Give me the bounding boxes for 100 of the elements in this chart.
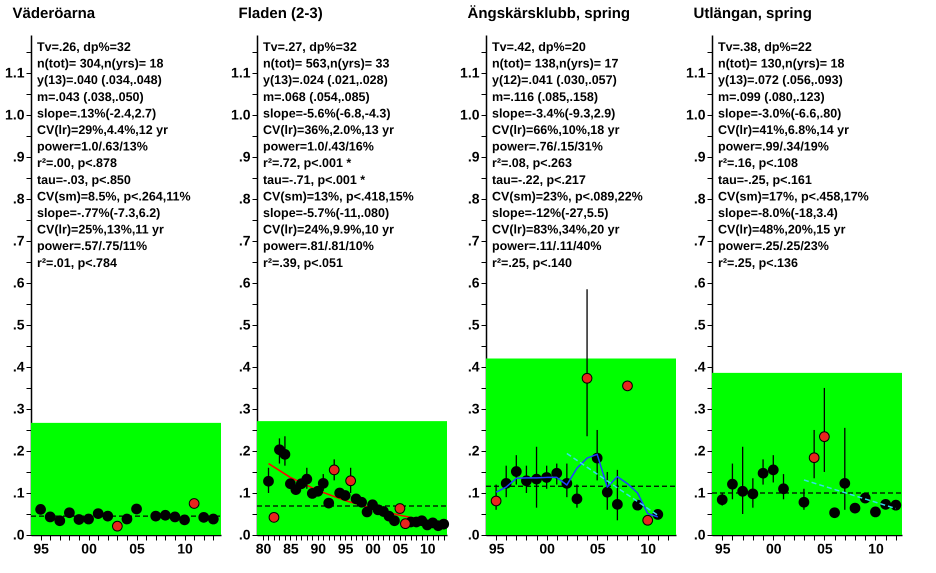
annotation: power=1.0/.63/13% (37, 140, 148, 154)
point (122, 514, 132, 524)
y-tick-label: .2 (238, 442, 251, 458)
y-tick-label: 1.0 (231, 106, 251, 122)
point (131, 504, 142, 514)
point (642, 514, 654, 526)
annotation: slope=-3.4%(-9.3,2.9) (492, 106, 616, 120)
point (208, 514, 219, 524)
x-tick-label: 10 (640, 540, 656, 556)
annotation: Tv=.26, dp%=32 (37, 40, 131, 54)
annotation: n(tot)= 130,n(yrs)= 18 (718, 56, 844, 71)
point (188, 498, 200, 509)
x-tick-label: 85 (283, 540, 299, 556)
point (112, 520, 123, 532)
point (179, 514, 190, 526)
x-tick-label: 00 (539, 540, 556, 556)
annotation: Tv=.42, dp%=20 (492, 40, 586, 54)
annotation: slope=-.77%(-7.3,6.2) (37, 206, 160, 220)
annotation: m=.068 (.054,.085) (263, 90, 370, 104)
point (438, 518, 450, 530)
y-tick-label: .1 (468, 484, 480, 500)
point (263, 476, 274, 487)
y-tick-label: .9 (468, 148, 480, 164)
y-tick-label: 1.0 (5, 106, 25, 122)
point (44, 512, 56, 522)
y-tick-label: .5 (694, 316, 706, 332)
annotation: m=.043 (.038,.050) (37, 90, 144, 104)
point (328, 464, 340, 476)
point (818, 431, 830, 442)
annotation: y(12)=.041 (.030,.057) (492, 73, 617, 88)
point (602, 486, 613, 498)
point (839, 478, 850, 489)
annotation: r²=.39, p<.051 (263, 256, 343, 270)
annotation: y(13)=.040 (.034,.048) (37, 73, 162, 88)
point (612, 498, 623, 510)
annotation: r²=.00, p<.878 (37, 156, 117, 170)
point (727, 478, 738, 490)
y-tick-label: .7 (468, 232, 480, 248)
point (768, 464, 779, 476)
annotation: CV(lr)=66%,10%,18 yr (492, 123, 620, 137)
y-tick-label: .4 (694, 358, 706, 374)
y-tick-label: .7 (12, 232, 25, 248)
annotation: power=.11/.11/40% (492, 239, 602, 254)
y-tick-label: .8 (468, 190, 480, 206)
point (54, 515, 66, 526)
point (102, 510, 114, 522)
x-tick-label: 10 (868, 540, 884, 556)
annotation: CV(sm)=13%, p<.418,15% (263, 189, 414, 204)
y-tick-label: .6 (468, 274, 480, 290)
point (64, 507, 75, 518)
x-tick-label: 95 (33, 540, 50, 556)
y-tick-label: .1 (694, 484, 706, 500)
y-tick-label: .0 (238, 526, 251, 542)
y-tick-label: .5 (468, 316, 480, 332)
point (778, 483, 789, 494)
point (758, 468, 768, 479)
annotation: r²=.08, p<.263 (492, 156, 572, 170)
annotation: tau=-.22, p<.217 (492, 172, 586, 187)
x-tick-label: 95 (338, 540, 354, 556)
point (798, 496, 810, 508)
annotation: CV(sm)=8.5%, p<.264,11% (37, 189, 191, 204)
annotation: slope=-5.7%(-11,.080) (263, 206, 390, 220)
point (74, 514, 84, 525)
point (301, 474, 312, 484)
point (170, 512, 180, 522)
point (362, 506, 372, 518)
y-tick-label: .0 (12, 526, 25, 542)
annotation: CV(lr)=29%,4.4%,12 yr (37, 123, 168, 137)
point (356, 496, 367, 508)
y-tick-label: .3 (12, 400, 25, 416)
y-tick-label: .4 (238, 358, 251, 374)
chart-title: Utlängan, spring (694, 5, 812, 22)
point (389, 515, 400, 526)
y-tick-label: .4 (12, 358, 25, 374)
point (551, 468, 562, 479)
y-tick-label: .0 (694, 526, 706, 542)
annotation: r²=.16, p<.108 (718, 156, 798, 170)
point (268, 512, 280, 523)
chart-title: Ängskärsklubb, spring (468, 5, 630, 22)
y-tick-label: .0 (468, 526, 480, 542)
x-tick-label: 10 (177, 540, 194, 556)
annotation: Tv=.38, dp%=22 (718, 40, 812, 54)
point (582, 372, 592, 384)
y-tick-label: .5 (238, 316, 251, 332)
annotation: CV(lr)=36%,2.0%,13 yr (263, 123, 394, 137)
annotation: CV(lr)=48%,20%,15 yr (718, 222, 846, 237)
annotation: r²=.01, p<.784 (37, 256, 117, 270)
point (490, 496, 502, 506)
y-tick-label: 1.1 (231, 64, 251, 80)
annotation: r²=.25, p<.136 (718, 256, 798, 270)
annotation: tau=-.03, p<.850 (37, 172, 131, 187)
x-tick-label: 00 (766, 540, 782, 556)
y-tick-label: .3 (238, 400, 251, 416)
point (35, 504, 46, 515)
y-tick-label: .3 (468, 400, 480, 416)
annotation: slope=-8.0%(-18,3.4) (718, 206, 838, 220)
point (198, 512, 210, 523)
x-tick-label: 00 (365, 540, 382, 556)
point (345, 475, 356, 486)
y-tick-label: 1.0 (460, 106, 480, 122)
